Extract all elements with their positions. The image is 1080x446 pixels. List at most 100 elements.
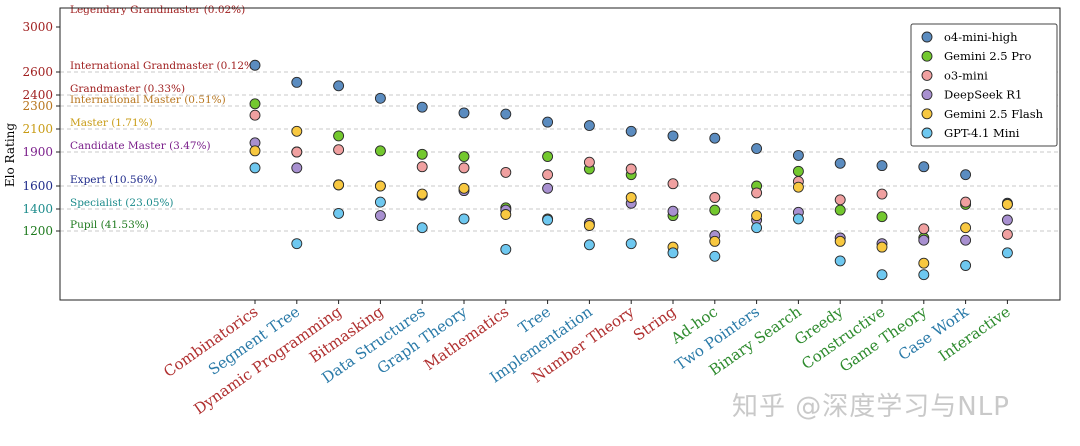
data-point [333,179,345,191]
y-tick-label: 1900 [22,145,53,159]
data-point [792,181,804,193]
data-point [291,146,303,158]
data-point [500,166,512,178]
data-point [834,204,846,216]
data-point [876,269,888,281]
y-tick-label: 1400 [22,202,53,216]
tier-label: International Grandmaster (0.12%) [70,60,258,72]
y-tick-label: 2100 [22,122,53,136]
legend-label: GPT-4.1 Mini [944,126,1020,140]
watermark: 知乎 @深度学习与NLP [732,392,1010,422]
y-tick-label: 2600 [22,65,53,79]
data-point [416,161,428,173]
legend-marker [921,127,933,139]
data-point [583,120,595,132]
data-point [458,107,470,119]
tier-labels: Legendary Grandmaster (0.02%) Internation… [70,4,258,231]
data-point [751,222,763,234]
legend-marker [921,50,933,62]
data-point [709,250,721,262]
y-tick-label: 1200 [22,224,53,238]
data-point [709,204,721,216]
y-axis-label: Elo Rating [3,123,17,187]
data-point [667,130,679,142]
tier-label: Grandmaster (0.33%) [70,83,185,95]
legend-marker [921,69,933,81]
legend-box [910,23,1058,147]
y-tick-label: 3000 [22,20,53,34]
data-point [374,196,386,208]
tier-label: Candidate Master (3.47%) [70,140,211,152]
data-point [751,187,763,199]
legend-marker [921,31,933,43]
data-point [667,205,679,217]
data-point [500,243,512,255]
y-tick-label: 2300 [22,99,53,113]
data-point [876,241,888,253]
data-point [416,222,428,234]
tier-label: International Master (0.51%) [70,94,226,106]
data-point [918,234,930,246]
data-point [333,80,345,92]
y-tick-label: 1600 [22,179,53,193]
data-point [542,116,554,128]
data-point [960,260,972,271]
data-point [834,157,846,169]
data-point [291,125,303,137]
data-point [834,255,846,267]
data-point [834,194,846,206]
data-point [374,180,386,192]
data-point [249,109,261,121]
data-point [542,182,554,194]
data-point [249,162,261,174]
legend-marker [921,108,933,120]
data-point [1001,247,1013,259]
legend-label: o3-mini [944,68,988,82]
data-point [667,247,679,259]
data-point [667,178,679,190]
data-point [416,148,428,160]
data-point [458,162,470,174]
data-point [625,238,637,250]
legend-marker [921,89,933,101]
data-point [876,188,888,200]
data-point [583,239,595,251]
data-point [542,214,554,226]
data-point [625,125,637,137]
data-point [1001,228,1013,240]
tier-label: Master (1.71%) [70,117,153,129]
data-point [500,108,512,120]
data-point [1001,198,1013,210]
data-point [542,169,554,181]
data-point [458,151,470,162]
data-point [960,169,972,181]
data-point [374,145,386,157]
data-point [500,209,512,220]
data-point [751,143,763,155]
legend: o4-mini-high Gemini 2.5 Pro o3-mini DeepSee… [910,23,1058,147]
data-point [876,160,888,172]
data-point [792,165,804,177]
data-point [291,76,303,88]
plot-frame [59,7,1061,301]
data-point [333,207,345,219]
data-point [918,257,930,269]
data-point [792,149,804,161]
data-point [751,210,763,222]
data-point [374,92,386,104]
tier-label: Specialist (23.05%) [70,197,174,209]
data-point [960,222,972,234]
data-point [876,211,888,223]
data-point [249,145,261,157]
data-point [458,213,470,225]
tier-label: Legendary Grandmaster (0.02%) [70,4,245,16]
legend-label: o4-mini-high [944,30,1018,44]
legend-label: Gemini 2.5 Pro [944,49,1031,63]
data-point [709,192,721,203]
data-point [249,59,261,71]
data-point [416,101,428,113]
data-point [249,98,261,110]
data-point [291,238,303,250]
